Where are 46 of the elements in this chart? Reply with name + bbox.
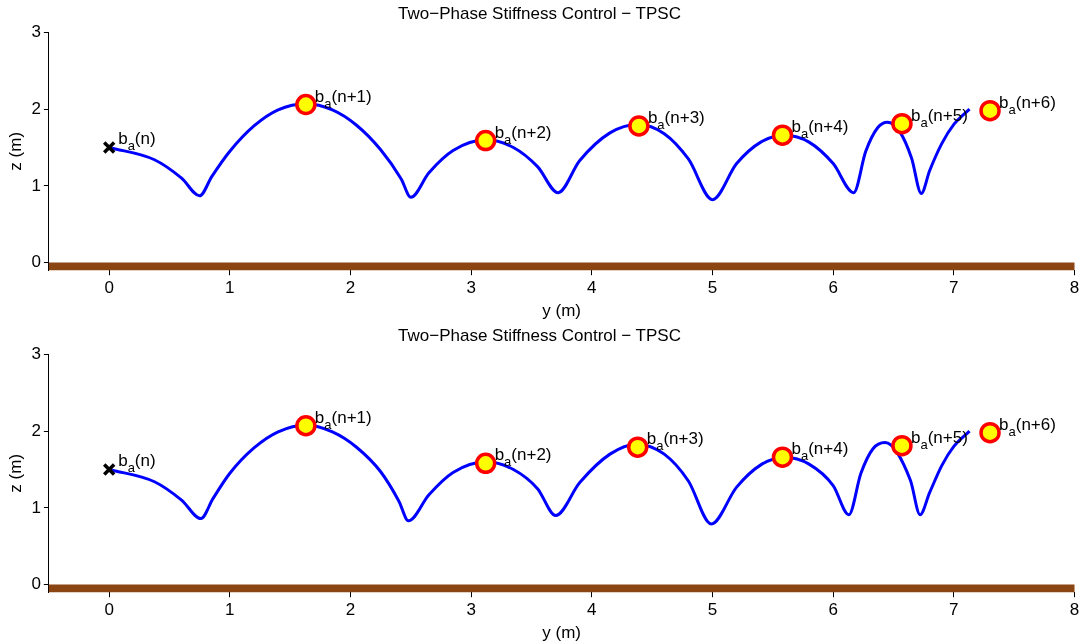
x-tick-label: 6 <box>828 278 838 298</box>
chart-title: Two−Phase Stiffness Control − TPSC <box>398 325 681 345</box>
y-tick-label: 0 <box>31 252 41 272</box>
point <box>628 115 650 137</box>
point <box>891 434 913 457</box>
x-tick-label: 6 <box>828 600 838 620</box>
x-tick-label: 2 <box>345 600 356 620</box>
x-tick-label: 4 <box>587 278 597 298</box>
point <box>626 436 649 458</box>
y-axis-title: z (m) <box>5 131 25 171</box>
y-tick-label: 1 <box>31 175 41 195</box>
x-tick-label: 8 <box>1069 600 1080 620</box>
x-tick-label: 0 <box>104 278 114 298</box>
y-tick-label: 1 <box>31 497 41 517</box>
point <box>474 452 497 475</box>
point <box>979 421 1001 444</box>
point <box>102 140 116 155</box>
y-tick-label: 3 <box>31 344 41 364</box>
point <box>295 93 317 116</box>
point <box>771 124 794 146</box>
x-tick-label: 3 <box>466 600 476 620</box>
point <box>891 112 913 135</box>
x-axis-title: y (m) <box>542 301 582 321</box>
y-tick-label: 0 <box>31 574 41 594</box>
point <box>979 99 1001 122</box>
x-axis-title: y (m) <box>542 623 582 643</box>
x-tick-label: 5 <box>707 600 718 620</box>
x-tick-label: 0 <box>104 600 114 620</box>
point <box>771 446 794 468</box>
y-tick-label: 2 <box>31 98 41 118</box>
point <box>295 414 317 437</box>
x-tick-label: 1 <box>225 278 235 298</box>
x-tick-label: 4 <box>587 600 597 620</box>
y-tick-label: 2 <box>31 420 41 440</box>
x-tick-label: 7 <box>949 600 959 620</box>
chart-title: Two−Phase Stiffness Control − TPSC <box>398 3 681 23</box>
x-tick-label: 7 <box>949 278 959 298</box>
point <box>102 462 116 477</box>
y-axis-title: z (m) <box>5 453 25 493</box>
x-tick-label: 5 <box>707 278 718 298</box>
x-tick-label: 3 <box>466 278 476 298</box>
point <box>474 129 497 152</box>
x-tick-label: 1 <box>225 600 235 620</box>
y-tick-label: 3 <box>31 22 41 42</box>
x-tick-label: 2 <box>345 278 356 298</box>
x-tick-label: 8 <box>1069 278 1080 298</box>
